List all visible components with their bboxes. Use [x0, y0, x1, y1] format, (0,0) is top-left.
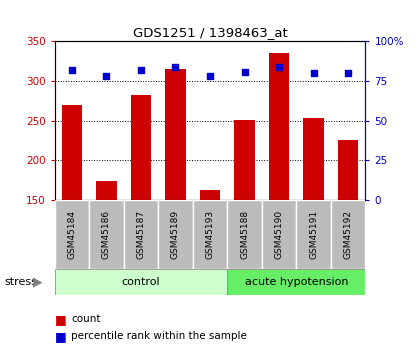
Point: [138, 67, 144, 73]
Title: GDS1251 / 1398463_at: GDS1251 / 1398463_at: [133, 26, 287, 39]
Bar: [55, 200, 89, 269]
Text: count: count: [71, 314, 101, 324]
Point: [310, 70, 317, 76]
Text: ■: ■: [55, 313, 66, 326]
Text: GSM45187: GSM45187: [136, 210, 145, 259]
Point: [103, 73, 110, 79]
Bar: [193, 200, 227, 269]
Text: GSM45186: GSM45186: [102, 210, 111, 259]
Bar: [200, 190, 221, 319]
Text: GSM45188: GSM45188: [240, 210, 249, 259]
Text: control: control: [122, 277, 160, 287]
Text: ■: ■: [55, 330, 66, 343]
Bar: [96, 181, 117, 319]
Bar: [89, 200, 123, 269]
Text: percentile rank within the sample: percentile rank within the sample: [71, 332, 247, 341]
Bar: [227, 269, 365, 295]
Bar: [227, 200, 262, 269]
Bar: [131, 95, 151, 319]
Text: GSM45193: GSM45193: [205, 210, 215, 259]
Bar: [262, 200, 297, 269]
Bar: [338, 140, 359, 319]
Bar: [55, 269, 227, 295]
Point: [207, 73, 213, 79]
Bar: [123, 200, 158, 269]
Bar: [165, 69, 186, 319]
Text: GSM45191: GSM45191: [309, 210, 318, 259]
Bar: [303, 118, 324, 319]
Text: acute hypotension: acute hypotension: [244, 277, 348, 287]
Point: [172, 64, 179, 70]
Point: [345, 70, 352, 76]
Bar: [269, 53, 289, 319]
Text: stress: stress: [4, 277, 37, 287]
Bar: [61, 105, 82, 319]
Bar: [297, 200, 331, 269]
Text: GSM45192: GSM45192: [344, 210, 353, 259]
Point: [276, 64, 282, 70]
Point: [241, 69, 248, 74]
Bar: [158, 200, 193, 269]
Bar: [331, 200, 365, 269]
Point: [68, 67, 75, 73]
Bar: [234, 120, 255, 319]
Text: GSM45184: GSM45184: [67, 210, 76, 259]
Text: GSM45190: GSM45190: [275, 210, 284, 259]
Text: ▶: ▶: [33, 276, 42, 288]
Text: GSM45189: GSM45189: [171, 210, 180, 259]
